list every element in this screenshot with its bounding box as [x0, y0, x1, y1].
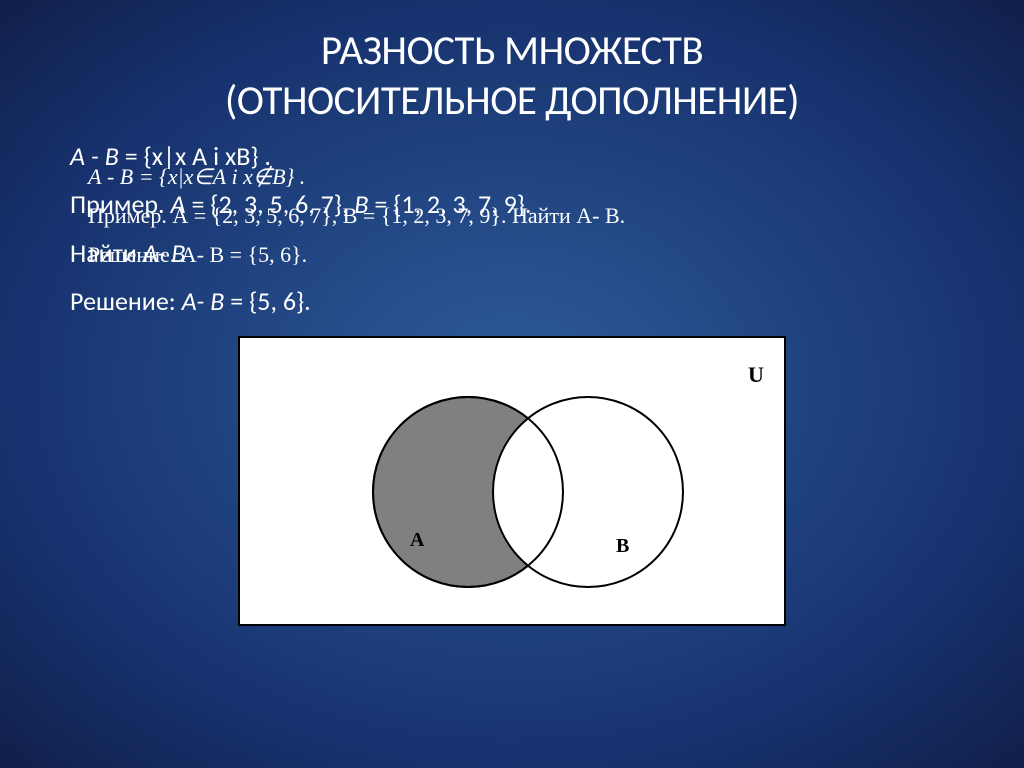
venn-circle-B [493, 397, 683, 587]
venn-diagram: A B U [238, 336, 786, 626]
venn-label-U: U [748, 362, 764, 387]
front-definition: А - В = {x|x A i xB} . [70, 136, 984, 176]
venn-label-A: A [410, 529, 425, 551]
front-def-prefix: А - В [70, 140, 119, 172]
front-example: Пример. А = {2, 3, 5, 6, 7}, В = {1, 2, … [70, 184, 984, 224]
front-sol-prefix: Решение: [70, 285, 182, 317]
front-ex-mid1: = {2, 3, 5, 6, 7}, [191, 188, 354, 220]
title-line-2: (ОТНОСИТЕЛЬНОЕ ДОПОЛНЕНИЕ) [0, 76, 1024, 126]
slide: РАЗНОСТЬ МНОЖЕСТВ (ОТНОСИТЕЛЬНОЕ ДОПОЛНЕ… [0, 0, 1024, 768]
front-find-prefix: Найти [70, 237, 143, 269]
front-find-expr: А- В [143, 237, 186, 269]
front-ex-mid2: = {1, 2, 3, 7, 9}. [374, 188, 531, 220]
front-ex-B: В [354, 188, 368, 220]
front-ex-prefix: Пример. [70, 188, 171, 220]
front-sol-expr: А- В [182, 285, 225, 317]
venn-diagram-container: A B U [238, 336, 786, 626]
front-def-rest: = {x|x A i xB} . [125, 140, 271, 172]
front-sol-rest: = {5, 6}. [230, 285, 310, 317]
text-layer-front: А - В = {x|x A i xB} . Пример. А = {2, 3… [70, 136, 984, 329]
content-area: А - В = {x|x∈А i x∉В} . Пример. А = {2, … [0, 136, 1024, 146]
front-solution: Решение: А- В = {5, 6}. [70, 281, 984, 321]
front-ex-A: А [171, 188, 186, 220]
slide-title: РАЗНОСТЬ МНОЖЕСТВ (ОТНОСИТЕЛЬНОЕ ДОПОЛНЕ… [0, 0, 1024, 136]
venn-label-B: B [616, 535, 629, 557]
title-line-1: РАЗНОСТЬ МНОЖЕСТВ [0, 26, 1024, 76]
front-find: Найти А- В [70, 233, 984, 273]
